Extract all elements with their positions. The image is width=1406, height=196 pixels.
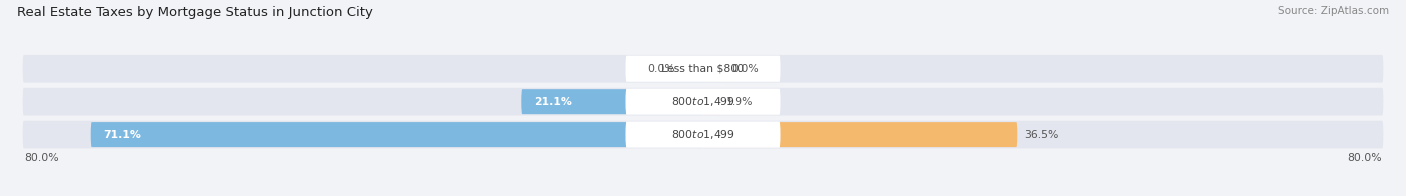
FancyBboxPatch shape	[703, 56, 724, 81]
Text: 0.0%: 0.0%	[731, 64, 759, 74]
Text: 71.1%: 71.1%	[104, 130, 142, 140]
Text: 1.9%: 1.9%	[727, 97, 754, 107]
FancyBboxPatch shape	[522, 89, 703, 114]
FancyBboxPatch shape	[91, 122, 703, 147]
Text: $800 to $1,499: $800 to $1,499	[671, 95, 735, 108]
FancyBboxPatch shape	[682, 56, 703, 81]
FancyBboxPatch shape	[626, 56, 780, 82]
FancyBboxPatch shape	[22, 88, 1384, 115]
Text: $800 to $1,499: $800 to $1,499	[671, 128, 735, 141]
FancyBboxPatch shape	[626, 122, 780, 148]
FancyBboxPatch shape	[626, 89, 780, 115]
Text: 21.1%: 21.1%	[534, 97, 572, 107]
FancyBboxPatch shape	[22, 121, 1384, 148]
FancyBboxPatch shape	[703, 122, 1018, 147]
Text: Source: ZipAtlas.com: Source: ZipAtlas.com	[1278, 6, 1389, 16]
Text: 36.5%: 36.5%	[1024, 130, 1059, 140]
FancyBboxPatch shape	[22, 55, 1384, 83]
Text: 80.0%: 80.0%	[1347, 153, 1382, 163]
Text: 80.0%: 80.0%	[24, 153, 59, 163]
Text: Less than $800: Less than $800	[661, 64, 745, 74]
Text: Real Estate Taxes by Mortgage Status in Junction City: Real Estate Taxes by Mortgage Status in …	[17, 6, 373, 19]
Text: 0.0%: 0.0%	[647, 64, 675, 74]
FancyBboxPatch shape	[703, 89, 720, 114]
